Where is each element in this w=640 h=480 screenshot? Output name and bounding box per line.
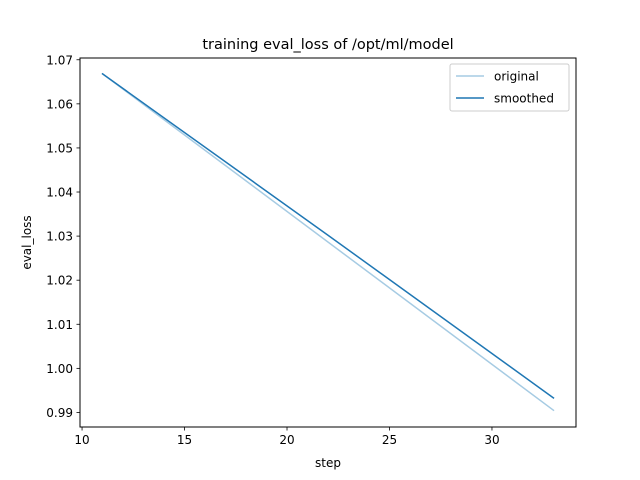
legend-label-smoothed: smoothed <box>494 92 554 106</box>
plot-frame <box>79 57 577 428</box>
x-axis: 10 15 20 25 30 <box>74 427 500 447</box>
series-layer <box>101 72 555 412</box>
y-tick-label: 1.03 <box>46 230 73 244</box>
y-tick-label: 1.04 <box>46 186 73 200</box>
legend: original smoothed <box>449 63 570 112</box>
y-tick-label: 1.07 <box>46 53 73 67</box>
y-tick-label: 0.99 <box>46 406 73 420</box>
chart-title: training eval_loss of /opt/ml/model <box>202 37 453 53</box>
x-axis-label: step <box>315 456 341 470</box>
y-tick-label: 1.02 <box>46 274 73 288</box>
y-axis-label: eval_loss <box>20 215 34 269</box>
y-tick-label: 1.01 <box>46 318 73 332</box>
y-axis: 0.99 1.00 1.01 1.02 1.03 1.04 1.05 1.06 1.07 <box>46 53 80 420</box>
x-tick-label: 15 <box>177 433 192 447</box>
x-tick-label: 20 <box>279 433 294 447</box>
y-tick-label: 1.00 <box>46 362 73 376</box>
series-line-smoothed <box>101 72 555 399</box>
y-tick-label: 1.06 <box>46 97 73 111</box>
series-line-original <box>101 72 555 412</box>
y-tick-label: 1.05 <box>46 141 73 155</box>
x-tick-label: 10 <box>74 433 89 447</box>
legend-label-original: original <box>494 70 539 84</box>
x-tick-label: 30 <box>484 433 499 447</box>
x-tick-label: 25 <box>382 433 397 447</box>
